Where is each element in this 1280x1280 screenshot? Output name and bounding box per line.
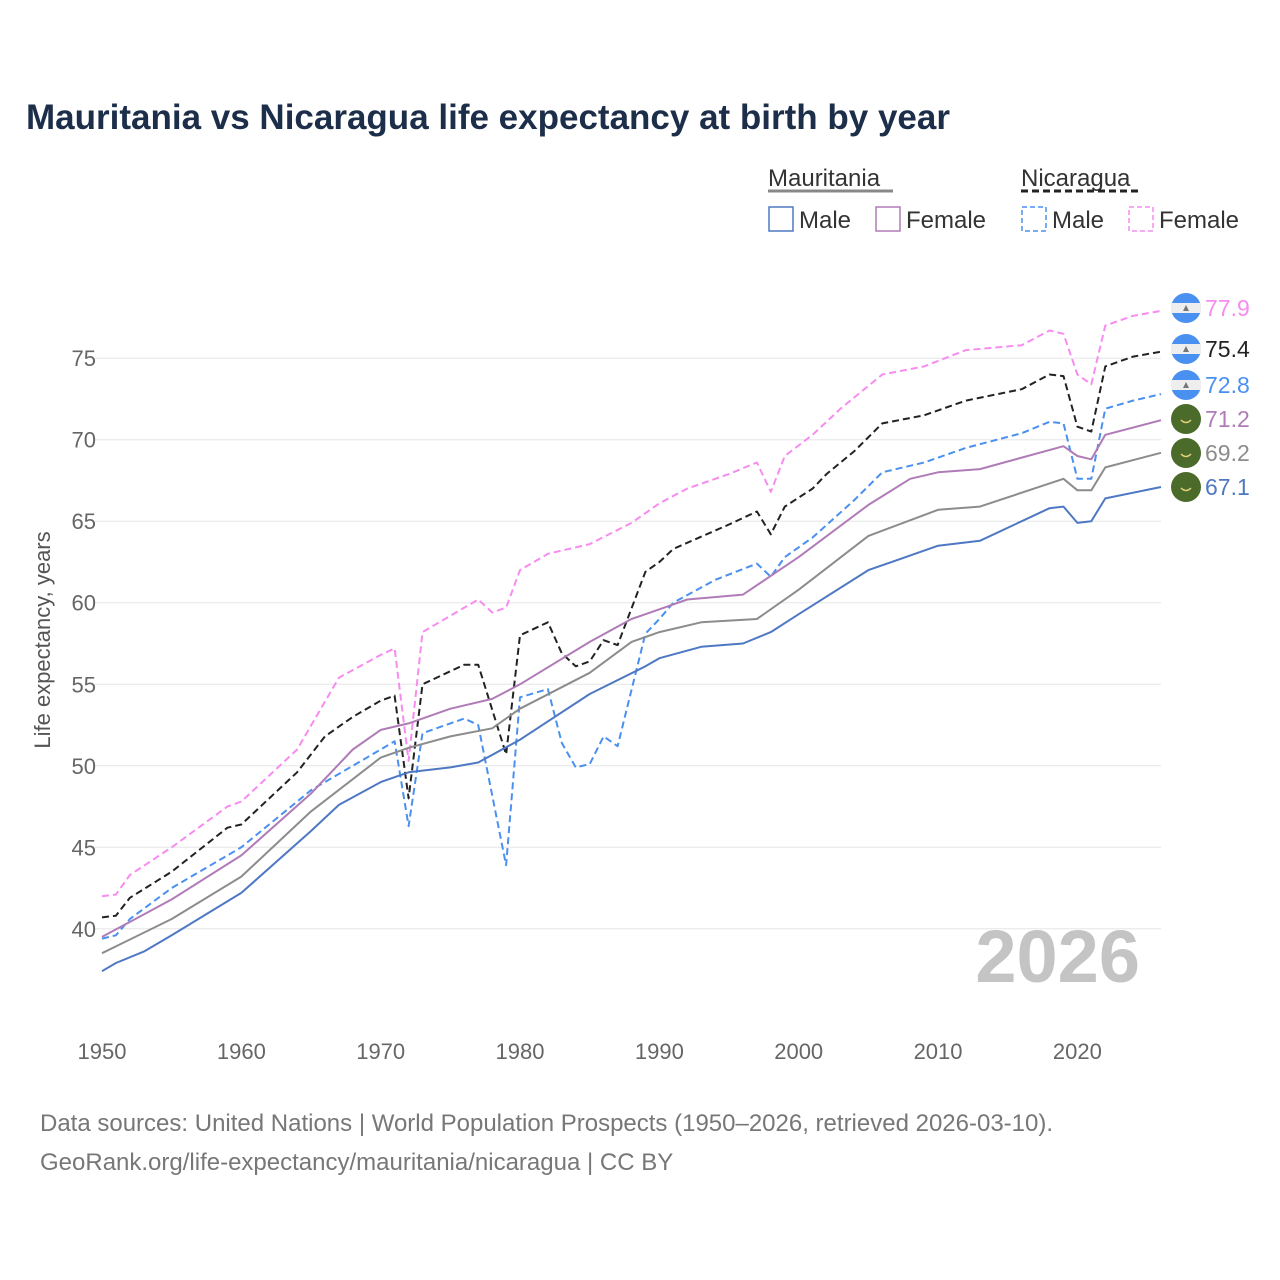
legend-group-title: Mauritania — [768, 165, 881, 192]
crescent-icon — [1180, 487, 1192, 492]
end-labels: 77.9 75.4 72.8 71.2 69.2 67.1 — [1171, 293, 1250, 502]
legend-item-label: Male — [1052, 207, 1104, 234]
x-tick-label: 1950 — [78, 1039, 127, 1064]
source-url[interactable]: GeoRank.org/life-expectancy/mauritania/n… — [40, 1149, 673, 1176]
y-tick-label: 65 — [72, 509, 96, 534]
legend-group-title: Nicaragua — [1021, 165, 1131, 192]
mauritania-flag-icon — [1171, 472, 1201, 502]
series-line-nicaragua-female — [101, 309, 1162, 898]
y-tick-label: 40 — [72, 917, 96, 942]
end-value-label: 69.2 — [1205, 440, 1250, 466]
x-tick-label: 2010 — [914, 1039, 963, 1064]
year-watermark: 2026 — [975, 915, 1140, 998]
x-tick-label: 1970 — [356, 1039, 405, 1064]
legend-swatch — [768, 206, 794, 232]
legend-swatch — [1128, 206, 1154, 232]
end-marker: 72.8 — [1171, 370, 1250, 400]
legend: Mauritania Male Female Nicaragua Male Female — [768, 165, 1239, 234]
end-value-label: 67.1 — [1205, 474, 1250, 500]
y-tick-label: 70 — [72, 428, 96, 453]
crescent-icon — [1180, 419, 1192, 424]
series-line-nicaragua-male — [101, 393, 1162, 940]
legend-item-label: Female — [1159, 207, 1239, 234]
source-line: Data sources: United Nations | World Pop… — [40, 1110, 1053, 1137]
legend-item-label: Male — [799, 207, 851, 234]
x-tick-label: 1980 — [496, 1039, 545, 1064]
y-tick-label: 75 — [72, 346, 96, 371]
y-tick-label: 45 — [72, 835, 96, 860]
mauritania-flag-icon — [1171, 438, 1201, 468]
y-tick-label: 50 — [72, 754, 96, 779]
legend-swatch — [1021, 206, 1047, 232]
end-marker: 77.9 — [1171, 293, 1250, 323]
flag-emblem — [1183, 382, 1189, 388]
y-ticks: 40 45 50 55 60 65 70 75 — [72, 346, 96, 942]
series-line-mauritania-male — [101, 486, 1162, 973]
x-tick-label: 1990 — [635, 1039, 684, 1064]
flag-emblem — [1183, 346, 1189, 352]
series-line-mauritania — [101, 451, 1162, 955]
series-line-mauritania-female — [101, 419, 1162, 938]
series-lines — [101, 309, 1162, 973]
end-marker: 71.2 — [1171, 404, 1250, 434]
end-marker: 67.1 — [1171, 472, 1250, 502]
end-value-label: 71.2 — [1205, 406, 1250, 432]
y-axis-label: Life expectancy, years — [30, 531, 55, 748]
mauritania-flag-icon — [1171, 404, 1201, 434]
legend-item-label: Female — [906, 207, 986, 234]
crescent-icon — [1180, 453, 1192, 458]
chart-title: Mauritania vs Nicaragua life expectancy … — [26, 98, 950, 137]
x-tick-label: 2020 — [1053, 1039, 1102, 1064]
x-tick-label: 1960 — [217, 1039, 266, 1064]
flag-emblem — [1183, 305, 1189, 311]
end-marker: 75.4 — [1171, 334, 1250, 364]
y-tick-label: 55 — [72, 672, 96, 697]
y-tick-label: 60 — [72, 591, 96, 616]
x-tick-label: 2000 — [774, 1039, 823, 1064]
end-value-label: 75.4 — [1205, 336, 1250, 362]
end-value-label: 77.9 — [1205, 295, 1250, 321]
series-line-nicaragua — [101, 350, 1162, 919]
x-ticks: 1950 1960 1970 1980 1990 2000 2010 2020 — [78, 1039, 1102, 1064]
legend-swatch — [875, 206, 901, 232]
end-value-label: 72.8 — [1205, 372, 1250, 398]
end-marker: 69.2 — [1171, 438, 1250, 468]
